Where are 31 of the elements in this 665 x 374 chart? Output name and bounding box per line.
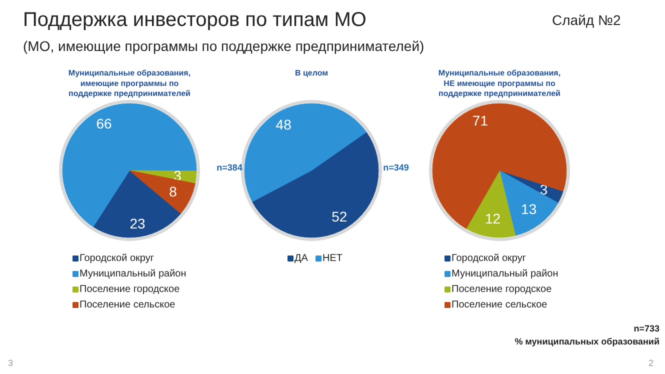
text: 2: [648, 358, 654, 368]
data-label: 8: [169, 183, 178, 200]
text: Слайд №2: [552, 11, 621, 30]
data-label: 13: [521, 200, 537, 217]
text: n=733: [634, 324, 660, 334]
text: % муниципальных образований: [514, 336, 660, 346]
data-label: 52: [332, 208, 348, 224]
chart-title: Муниципальные образования, НЕ имеющие программы по поддержке предпринимателей: [438, 68, 561, 98]
chart-title: В целом: [294, 68, 328, 78]
text: Поддержка инвесторов по типам МО: [23, 8, 366, 33]
text: n=349: [383, 162, 409, 172]
data-label: 66: [96, 115, 112, 132]
data-label: 48: [276, 116, 292, 133]
legend-label: Муниципальный район: [452, 268, 558, 280]
data-label: 3: [540, 182, 548, 198]
legend-label: Муниципальный район: [80, 268, 186, 280]
legend-label: Городской округ: [80, 253, 154, 264]
chart-title: Муниципальные образования, имеющие программы по поддержке предпринимателей: [68, 68, 191, 98]
legend-label: Городской округ: [452, 253, 526, 264]
data-label: 71: [472, 112, 488, 128]
legend-label: ДА: [294, 253, 308, 264]
legend-label: Поселение городское: [80, 284, 180, 295]
data-label: 12: [485, 210, 501, 226]
legend-label: Поселение городское: [452, 284, 552, 295]
text: (МО, имеющие программы по поддержке предпринимателей): [23, 37, 424, 56]
data-label: 23: [130, 215, 146, 232]
text: n=384: [216, 162, 242, 172]
legend-label: НЕТ: [322, 253, 342, 264]
text: 3: [8, 358, 14, 368]
legend-label: Поселение сельское: [452, 300, 548, 310]
legend-label: Поселение сельское: [80, 300, 176, 310]
